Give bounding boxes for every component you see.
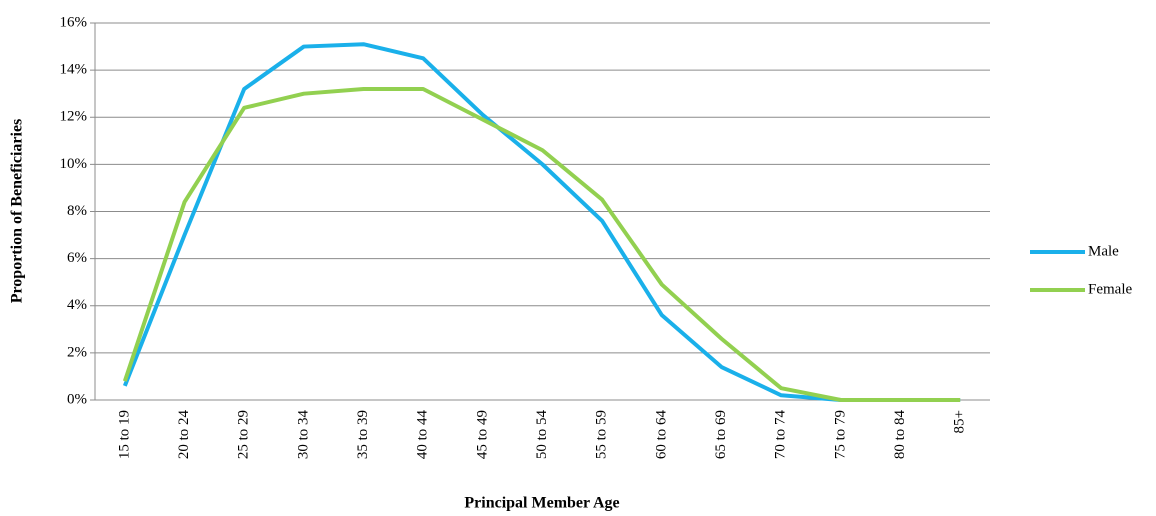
y-axis-title: Proportion of Beneficiaries xyxy=(9,119,26,304)
x-tick-label: 70 to 74 xyxy=(773,410,789,460)
legend-label: Female xyxy=(1088,281,1132,297)
line-series xyxy=(122,86,961,402)
x-tick-label: 30 to 34 xyxy=(295,410,311,460)
y-tick-label: 10% xyxy=(60,156,88,172)
y-tick-label: 4% xyxy=(67,297,87,313)
x-tick-label: 35 to 39 xyxy=(355,410,371,459)
x-tick-label: 65 to 69 xyxy=(713,410,729,459)
x-tick-label: 50 to 54 xyxy=(534,410,550,460)
x-tick-label: 45 to 49 xyxy=(474,410,490,459)
x-tick-label: 55 to 59 xyxy=(594,410,610,459)
x-tick-label: 75 to 79 xyxy=(832,410,848,459)
x-tick-label: 80 to 84 xyxy=(892,410,908,460)
y-tick-label: 12% xyxy=(60,109,88,125)
x-tick-label: 60 to 64 xyxy=(653,410,669,460)
y-tick-label: 16% xyxy=(60,14,88,30)
x-tick-label: 15 to 19 xyxy=(116,410,132,459)
y-tick-label: 0% xyxy=(67,391,87,407)
line-series xyxy=(122,42,961,402)
x-tick-label: 40 to 44 xyxy=(415,410,431,460)
y-tick-label: 8% xyxy=(67,203,87,219)
x-tick-label: 20 to 24 xyxy=(176,410,192,460)
x-tick-label: 25 to 29 xyxy=(236,410,252,459)
x-tick-label: 85+ xyxy=(952,410,968,433)
x-axis-title: Principal Member Age xyxy=(464,495,619,512)
y-tick-label: 6% xyxy=(67,250,87,266)
legend-label: Male xyxy=(1088,243,1119,259)
y-tick-label: 2% xyxy=(67,344,87,360)
y-tick-label: 14% xyxy=(60,62,88,78)
